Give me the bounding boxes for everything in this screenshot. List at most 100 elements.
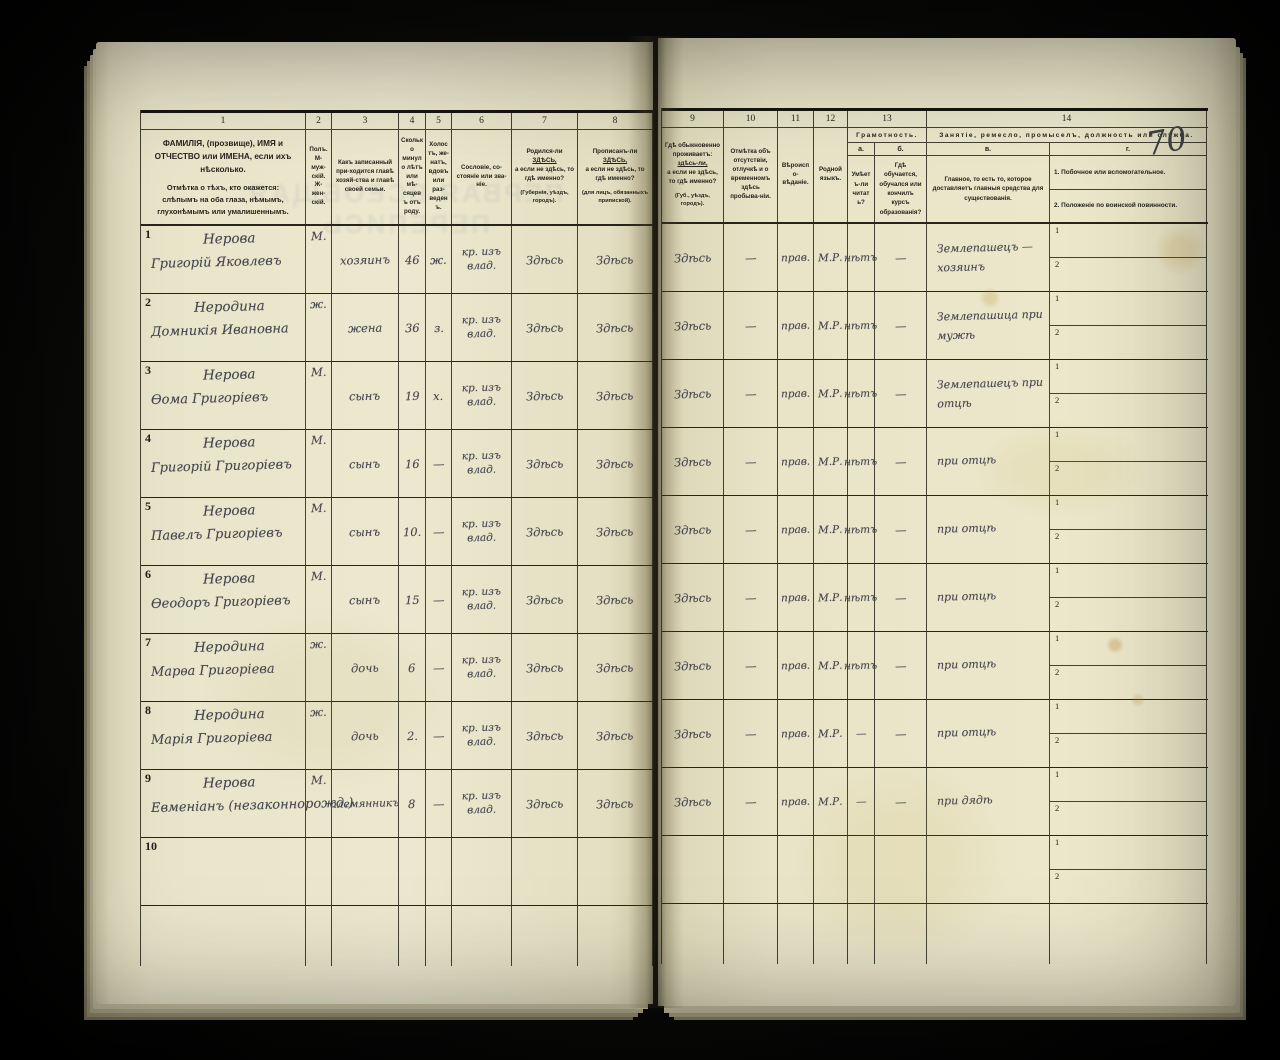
- cell-education: —: [875, 768, 927, 835]
- sex-value: ж.: [309, 636, 328, 652]
- header-religion: Вѣроиспо-вѣданіе.: [778, 128, 814, 222]
- cell-name: 9 Нерова Евменіанъ (незаконнорожд.): [141, 770, 354, 837]
- cell-marital: —: [426, 702, 452, 769]
- absence-value: —: [744, 726, 757, 741]
- cell-estate: кр. изъ влад.: [452, 702, 512, 769]
- cell-marital: —: [426, 498, 452, 565]
- cell-religion: прав.: [778, 360, 814, 427]
- sub-text-military-status: 2. Положеніе по воинской повинности.: [1054, 202, 1178, 210]
- birthplace-value: Здѣсь: [525, 524, 564, 539]
- side-occupation-1: 1: [1050, 360, 1206, 394]
- cell-language: М.Р.: [814, 428, 848, 495]
- occupation-value: при отцѣ: [936, 453, 997, 468]
- row-number: 8: [145, 703, 151, 717]
- birthplace-value: Здѣсь: [525, 796, 564, 811]
- birthplace-value: Здѣсь: [525, 456, 564, 471]
- side-occupation-2: 2: [1050, 530, 1206, 563]
- row-number: 9: [145, 771, 151, 785]
- cell-language: М.Р.: [814, 700, 848, 767]
- header-occupation-group: Занятіе, ремесло, промыселъ, должность и…: [927, 128, 1207, 222]
- empty-cell: [1050, 904, 1207, 964]
- cell-language: М.Р.: [814, 224, 848, 291]
- header-name-note: Отмѣтка о тѣхъ, кто окажется: слѣпымъ на…: [157, 182, 289, 216]
- cell-birthplace: Здѣсь: [512, 566, 578, 633]
- cell-relation: [332, 838, 399, 905]
- cell-side-occupation: 1 2: [1050, 292, 1207, 359]
- age-value: 46: [404, 252, 420, 267]
- cell-age: 36: [399, 294, 426, 361]
- cell-occupation: Землепашецъ — хозяинъ: [927, 224, 1050, 291]
- cell-occupation: при отцѣ: [927, 632, 1050, 699]
- marital-value: —: [432, 456, 445, 471]
- cell-language: М.Р.: [814, 768, 848, 835]
- cell-residence: Здѣсь: [662, 700, 724, 767]
- printed-2: 2: [1055, 667, 1060, 677]
- cell-surname: Неродина: [193, 298, 265, 316]
- cell-literacy: нѣтъ: [844, 360, 878, 427]
- cell-absence: —: [724, 292, 778, 359]
- col-number: 12: [814, 111, 848, 127]
- col-number: 6: [452, 113, 512, 129]
- side-occupation-1: 1: [1050, 496, 1206, 530]
- cell-registration: Здѣсь: [578, 362, 653, 429]
- occupation-value: Землепашецъ при отцѣ: [936, 375, 1044, 410]
- residence-value: Здѣсь: [673, 318, 712, 333]
- religion-value: прав.: [780, 387, 811, 400]
- cell-literacy: —: [848, 700, 875, 767]
- cell-surname: Нерова: [202, 570, 256, 588]
- cell-sex: ж.: [306, 634, 332, 701]
- side-occupation-1: 1: [1050, 428, 1206, 462]
- cell-absence: —: [724, 564, 778, 631]
- cell-marital: —: [426, 566, 452, 633]
- cell-registration: [578, 838, 653, 905]
- header-registration-note: (для лицъ, обязанныхъ припиской).: [581, 190, 648, 205]
- language-value: М.Р.: [818, 387, 843, 400]
- education-value: —: [894, 794, 907, 809]
- header-marital: Холостъ, же-натъ, вдовъ или раз-веденъ.: [426, 130, 452, 224]
- header-estate: Сословіе, со-стояніе или зва-ніе.: [452, 130, 512, 224]
- cell-age: 16: [399, 430, 426, 497]
- literacy-value: —: [855, 727, 867, 740]
- printed-2: 2: [1055, 735, 1060, 745]
- sex-value: М.: [310, 568, 327, 584]
- sex-value: М.: [310, 364, 327, 380]
- census-row-10-left: 10: [141, 838, 654, 906]
- cell-education: —: [875, 632, 927, 699]
- estate-value: кр. изъ влад.: [461, 313, 502, 341]
- empty-cell: [452, 906, 512, 966]
- registration-value: Здѣсь: [596, 252, 634, 267]
- census-row-3-right: Здѣсь — прав. М.Р. нѣтъ — Землепашецъ пр…: [662, 360, 1208, 428]
- printed-1: 1: [1055, 293, 1060, 303]
- cell-given-name: Домникія Ивановна: [150, 321, 289, 340]
- cell-side-occupation: 1 2: [1050, 496, 1207, 563]
- cell-absence: —: [724, 700, 778, 767]
- cell-absence: —: [724, 632, 778, 699]
- census-row-5-right: Здѣсь — прав. М.Р. нѣтъ — при отцѣ 1 2: [662, 496, 1208, 564]
- header-row-left: ФАМИЛІЯ, (прозвище), ИМЯ и ОТЧЕСТВО или …: [141, 130, 654, 226]
- birthplace-value: Здѣсь: [525, 592, 564, 607]
- left-page: [96, 42, 653, 1004]
- empty-cell: [724, 904, 778, 964]
- cell-sex: ж.: [306, 294, 332, 361]
- birthplace-value: Здѣсь: [525, 388, 564, 403]
- registration-value: Здѣсь: [596, 796, 634, 811]
- cell-name: 3 Нерова Ѳома Григоріевъ: [141, 362, 306, 429]
- printed-1: 1: [1055, 429, 1060, 439]
- cell-religion: прав.: [778, 428, 814, 495]
- cell-occupation: при отцѣ: [927, 496, 1050, 563]
- printed-2: 2: [1055, 395, 1060, 405]
- cell-sex: М.: [306, 362, 332, 429]
- right-page: [658, 38, 1236, 1006]
- cell-marital: —: [426, 770, 452, 837]
- empty-cell: [306, 906, 332, 966]
- cell-registration: Здѣсь: [578, 294, 653, 361]
- age-value: 15: [404, 592, 420, 607]
- residence-value: Здѣсь: [673, 386, 712, 401]
- age-value: 16: [404, 456, 420, 471]
- literacy-value: —: [855, 795, 867, 808]
- cell-relation: сынъ: [332, 566, 399, 633]
- sub-letter-v: в.: [927, 143, 1049, 156]
- cell-given-name: Ѳома Григоріевъ: [150, 389, 269, 408]
- empty-cell: [662, 904, 724, 964]
- occupation-value: Землепашица при мужѣ: [936, 307, 1043, 342]
